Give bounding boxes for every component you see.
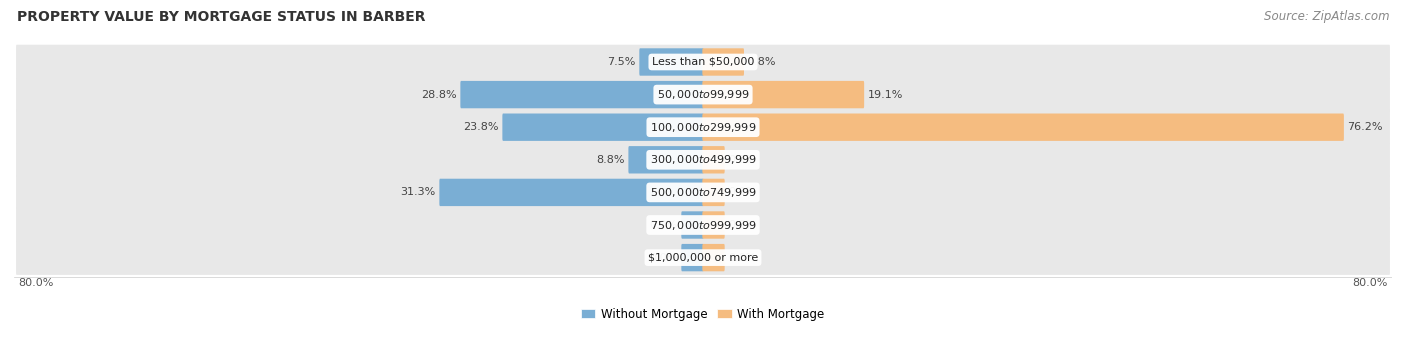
Text: 19.1%: 19.1% xyxy=(868,90,903,100)
Text: 0.0%: 0.0% xyxy=(728,220,756,230)
FancyBboxPatch shape xyxy=(703,179,724,206)
FancyBboxPatch shape xyxy=(703,211,724,239)
FancyBboxPatch shape xyxy=(682,211,703,239)
FancyBboxPatch shape xyxy=(15,110,1391,144)
Text: 0.0%: 0.0% xyxy=(728,187,756,198)
Text: Source: ZipAtlas.com: Source: ZipAtlas.com xyxy=(1264,10,1389,23)
FancyBboxPatch shape xyxy=(703,114,1344,141)
Text: 4.8%: 4.8% xyxy=(748,57,776,67)
FancyBboxPatch shape xyxy=(15,45,1391,79)
Text: $100,000 to $299,999: $100,000 to $299,999 xyxy=(650,121,756,134)
Text: 28.8%: 28.8% xyxy=(422,90,457,100)
Text: $500,000 to $749,999: $500,000 to $749,999 xyxy=(650,186,756,199)
Text: 0.0%: 0.0% xyxy=(728,253,756,262)
Text: 80.0%: 80.0% xyxy=(18,278,53,288)
FancyBboxPatch shape xyxy=(682,244,703,271)
Text: 0.0%: 0.0% xyxy=(728,155,756,165)
FancyBboxPatch shape xyxy=(15,208,1391,242)
Text: PROPERTY VALUE BY MORTGAGE STATUS IN BARBER: PROPERTY VALUE BY MORTGAGE STATUS IN BAR… xyxy=(17,10,426,24)
Text: 0.0%: 0.0% xyxy=(650,253,678,262)
Text: 7.5%: 7.5% xyxy=(607,57,636,67)
Text: $50,000 to $99,999: $50,000 to $99,999 xyxy=(657,88,749,101)
FancyBboxPatch shape xyxy=(15,142,1391,177)
Text: Less than $50,000: Less than $50,000 xyxy=(652,57,754,67)
FancyBboxPatch shape xyxy=(628,146,703,173)
Text: 0.0%: 0.0% xyxy=(650,220,678,230)
Text: $1,000,000 or more: $1,000,000 or more xyxy=(648,253,758,262)
FancyBboxPatch shape xyxy=(460,81,703,108)
Legend: Without Mortgage, With Mortgage: Without Mortgage, With Mortgage xyxy=(576,303,830,325)
Text: $750,000 to $999,999: $750,000 to $999,999 xyxy=(650,219,756,232)
FancyBboxPatch shape xyxy=(15,240,1391,275)
FancyBboxPatch shape xyxy=(703,146,724,173)
Text: $300,000 to $499,999: $300,000 to $499,999 xyxy=(650,153,756,166)
FancyBboxPatch shape xyxy=(703,48,744,76)
FancyBboxPatch shape xyxy=(703,244,724,271)
Text: 80.0%: 80.0% xyxy=(1353,278,1388,288)
FancyBboxPatch shape xyxy=(15,77,1391,112)
Text: 8.8%: 8.8% xyxy=(596,155,624,165)
FancyBboxPatch shape xyxy=(703,81,865,108)
Text: 76.2%: 76.2% xyxy=(1347,122,1384,132)
Text: 23.8%: 23.8% xyxy=(464,122,499,132)
FancyBboxPatch shape xyxy=(502,114,703,141)
FancyBboxPatch shape xyxy=(15,175,1391,210)
FancyBboxPatch shape xyxy=(439,179,703,206)
FancyBboxPatch shape xyxy=(640,48,703,76)
Text: 31.3%: 31.3% xyxy=(401,187,436,198)
